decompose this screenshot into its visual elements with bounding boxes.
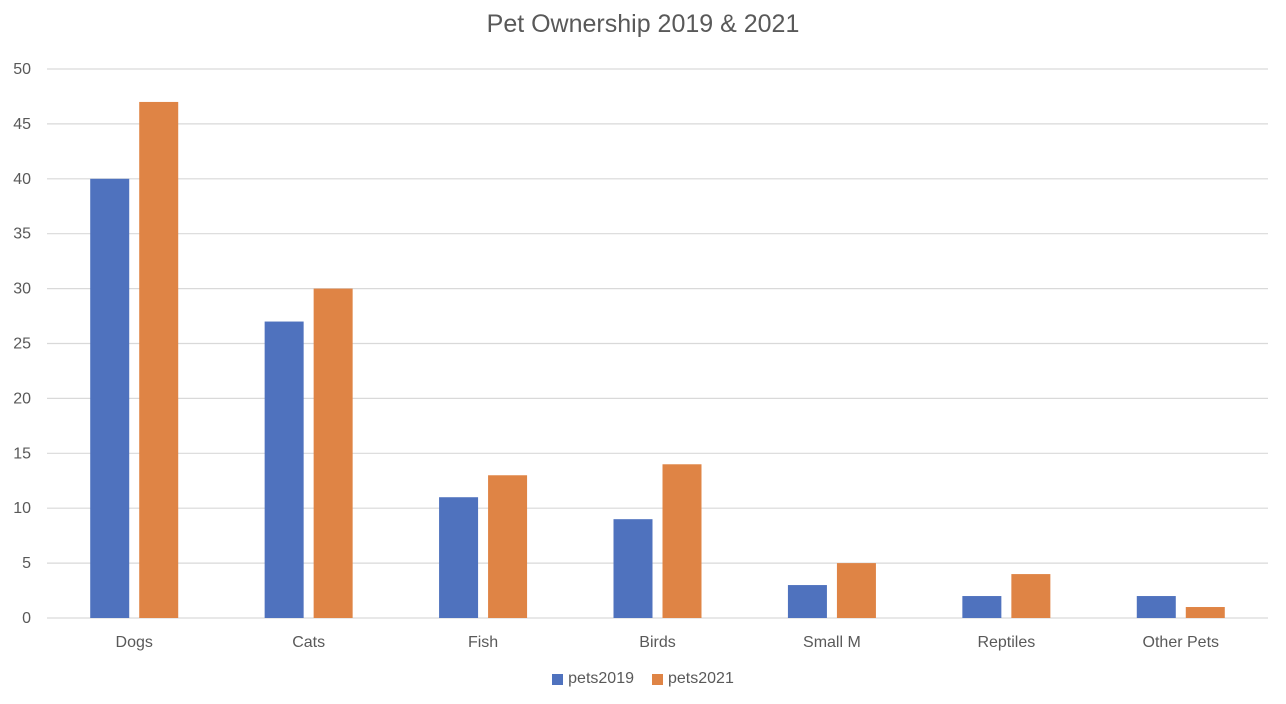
y-tick-label: 25	[13, 336, 31, 353]
legend-label-series-1: pets2019	[568, 670, 634, 687]
y-tick-label: 10	[13, 500, 31, 517]
x-tick-label: Other Pets	[1143, 634, 1219, 651]
y-tick-label: 35	[13, 226, 31, 243]
bar-pets2019-other-pets	[1136, 596, 1176, 618]
x-tick-label: Dogs	[116, 634, 153, 651]
legend-swatch-series-1	[552, 673, 564, 685]
x-tick-label: Fish	[468, 634, 498, 651]
legend-item-series-2: pets2021	[652, 670, 734, 688]
bar-pets2021-dogs	[139, 101, 179, 618]
bar-pets2021-fish	[488, 475, 528, 618]
bar-pets2021-cats	[313, 288, 353, 618]
bar-pets2019-dogs	[90, 178, 130, 619]
bar-pets2021-birds	[662, 464, 702, 618]
y-tick-label: 15	[13, 445, 31, 462]
y-tick-label: 30	[13, 281, 31, 298]
y-tick-label: 45	[13, 116, 31, 133]
legend-item-series-1: pets2019	[552, 670, 634, 688]
bar-pets2021-small-m	[836, 563, 876, 618]
bars	[90, 101, 1225, 619]
gridlines	[47, 68, 1268, 619]
legend-label-series-2: pets2021	[668, 670, 734, 687]
y-tick-label: 50	[13, 61, 31, 78]
bar-pets2019-fish	[439, 497, 479, 618]
y-tick-label: 20	[13, 390, 31, 407]
legend-swatch-series-2	[652, 673, 663, 685]
bar-pets2019-small-m	[787, 585, 827, 618]
x-tick-label: Birds	[639, 634, 675, 651]
legend: pets2019 pets2021	[0, 670, 1286, 688]
bar-pets2021-reptiles	[1011, 574, 1051, 618]
y-tick-label: 0	[22, 610, 31, 627]
x-tick-label: Reptiles	[977, 634, 1035, 651]
y-axis-ticks: 0 5 10 15 20 25 30 35 40 45 50	[13, 61, 31, 627]
x-tick-label: Cats	[292, 634, 325, 651]
bar-pets2019-reptiles	[962, 596, 1002, 618]
x-tick-label: Small M	[803, 634, 861, 651]
y-tick-label: 5	[22, 555, 31, 572]
bar-pets2019-birds	[613, 519, 653, 618]
bar-pets2021-other-pets	[1185, 607, 1225, 618]
x-axis-ticks: Dogs Cats Fish Birds Small M Reptiles Other Pe…	[116, 634, 1219, 651]
bar-pets2019-cats	[264, 321, 304, 618]
y-tick-label: 40	[13, 171, 31, 188]
chart-title: Pet Ownership 2019 & 2021	[486, 10, 800, 38]
